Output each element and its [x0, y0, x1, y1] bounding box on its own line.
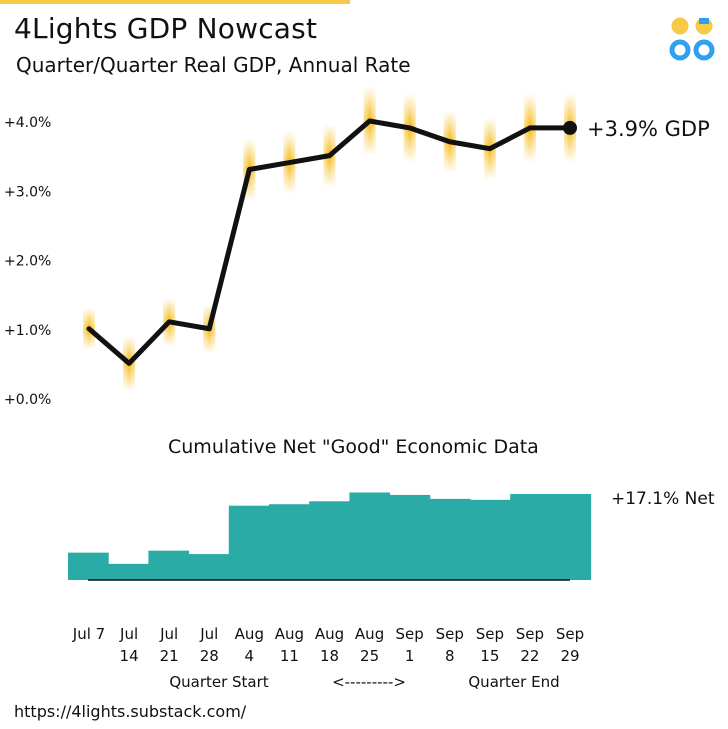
x-tick-label: Aug: [275, 625, 304, 643]
net-data-bar: [429, 498, 471, 580]
x-tick-label-line2: 28: [200, 647, 219, 665]
x-tick-label-line2: 21: [160, 647, 179, 665]
accent-top-bar: [0, 0, 350, 4]
phase-quarter-start: Quarter Start: [169, 673, 268, 691]
y-tick-label: +3.0%: [4, 184, 51, 200]
x-tick-label-line2: 29: [560, 647, 579, 665]
x-tick-label: Jul: [119, 625, 138, 643]
phase-quarter-end: Quarter End: [468, 673, 559, 691]
x-tick-label: Aug: [355, 625, 384, 643]
x-tick-label-line2: 4: [245, 647, 255, 665]
gdp-series-line: [86, 118, 573, 366]
x-tick-label-line2: 11: [280, 647, 299, 665]
net-data-bar: [269, 504, 310, 580]
net-data-bar: [68, 552, 109, 580]
net-data-bar: [188, 554, 230, 580]
x-axis: Jul 7 Jul14Jul21Jul28Aug4Aug11Aug18Aug25S…: [72, 625, 584, 665]
y-axis: +4.0% +3.0% +2.0% +1.0% +0.0%: [4, 115, 51, 408]
y-tick-label: +2.0%: [4, 254, 51, 270]
x-tick-label: Sep: [436, 625, 464, 643]
phase-arrow: <--------->: [332, 673, 406, 691]
y-tick-label: +4.0%: [4, 115, 51, 131]
chart-subtitle: Quarter/Quarter Real GDP, Annual Rate: [16, 53, 411, 77]
net-data-bar: [389, 494, 431, 580]
x-tick-label: Sep: [556, 625, 584, 643]
x-tick-label: Sep: [516, 625, 544, 643]
x-tick-label-line2: 22: [520, 647, 539, 665]
x-tick-label-line2: 14: [120, 647, 139, 665]
chart-title: 4Lights GDP Nowcast: [14, 12, 318, 45]
x-tick-label: Aug: [315, 625, 344, 643]
net-data-bar: [510, 493, 551, 580]
latest-value-label: +3.9% GDP: [587, 117, 710, 141]
x-tick-label-line2: 15: [480, 647, 499, 665]
y-tick-label: +1.0%: [4, 323, 51, 339]
net-data-bar: [309, 501, 350, 580]
4lights-logo-icon: [669, 17, 715, 61]
net-data-bar: [470, 499, 511, 580]
y-tick-label: +0.0%: [4, 392, 51, 408]
uncertainty-bands: [83, 86, 576, 392]
x-tick-label-line2: 8: [445, 647, 455, 665]
x-tick-label-line2: 1: [405, 647, 415, 665]
x-tick-label: Jul: [199, 625, 218, 643]
net-data-bar: [349, 492, 391, 580]
x-tick-label: Jul 7: [72, 625, 105, 643]
source-url: https://4lights.substack.com/: [14, 702, 247, 721]
x-tick-label: Aug: [235, 625, 264, 643]
net-data-bar: [148, 550, 190, 580]
x-tick-label: Sep: [396, 625, 424, 643]
net-data-bars: +17.1% Net: [68, 489, 715, 581]
nowcast-line: +3.9% GDP: [86, 117, 710, 366]
net-data-bar: [550, 493, 592, 580]
latest-point-marker: [563, 120, 577, 135]
x-tick-label-line2: 25: [360, 647, 379, 665]
x-tick-label: Sep: [476, 625, 504, 643]
net-data-bar: [228, 505, 270, 580]
x-tick-label-line2: 18: [320, 647, 339, 665]
net-data-bar: [108, 563, 149, 580]
x-tick-label: Jul: [159, 625, 178, 643]
bar-chart-title: Cumulative Net "Good" Economic Data: [168, 436, 539, 458]
net-value-label: +17.1% Net: [611, 489, 715, 509]
